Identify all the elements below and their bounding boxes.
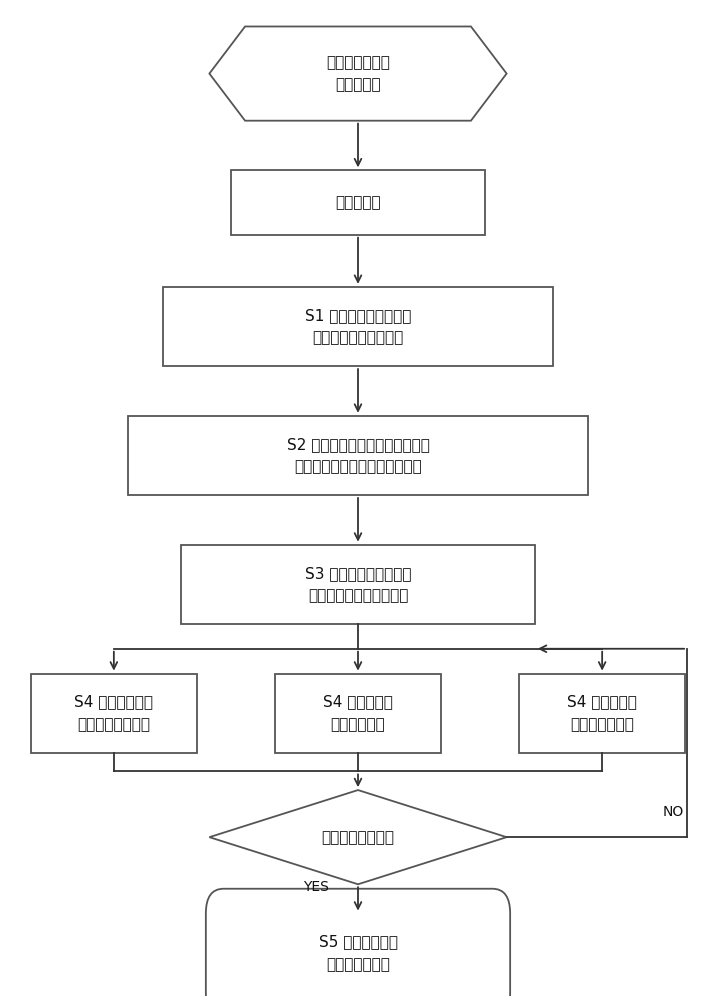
FancyBboxPatch shape — [519, 674, 685, 753]
FancyBboxPatch shape — [231, 170, 485, 235]
Polygon shape — [209, 26, 507, 121]
Text: NO: NO — [662, 805, 684, 819]
Text: S1 通过光刻工艺在衍射
元件表面做出十字标记: S1 通过光刻工艺在衍射 元件表面做出十字标记 — [305, 308, 411, 345]
FancyBboxPatch shape — [275, 674, 441, 753]
Text: S4 卡盘自动调
节十字标记位置: S4 卡盘自动调 节十字标记位置 — [567, 695, 637, 732]
FancyBboxPatch shape — [128, 416, 588, 495]
Text: S3 将带衍射元件的镜座
用专用夹具固定在卡盘上: S3 将带衍射元件的镜座 用专用夹具固定在卡盘上 — [305, 566, 411, 603]
FancyBboxPatch shape — [181, 545, 535, 624]
Text: 是否满足对心要求: 是否满足对心要求 — [321, 830, 395, 845]
Text: YES: YES — [303, 880, 329, 894]
FancyBboxPatch shape — [163, 287, 553, 366]
Text: 准备好光学元件
和机械零件: 准备好光学元件 和机械零件 — [326, 55, 390, 92]
Text: S4 位置传感器
反馈位置信息: S4 位置传感器 反馈位置信息 — [323, 695, 393, 732]
FancyBboxPatch shape — [31, 674, 197, 753]
FancyBboxPatch shape — [206, 889, 510, 1000]
Polygon shape — [209, 790, 507, 884]
Text: 装校前检测: 装校前检测 — [335, 195, 381, 210]
Text: S4 自动对心检测
单元检测对心偏差: S4 自动对心检测 单元检测对心偏差 — [74, 695, 153, 732]
Text: S2 通过镜座径向打孔注胶并安装
螺纹压圈将衍射元件固定到镜座: S2 通过镜座径向打孔注胶并安装 螺纹压圈将衍射元件固定到镜座 — [286, 437, 430, 474]
Text: S5 将带有衍射元
件的镜座装入镜: S5 将带有衍射元 件的镜座装入镜 — [319, 935, 397, 972]
